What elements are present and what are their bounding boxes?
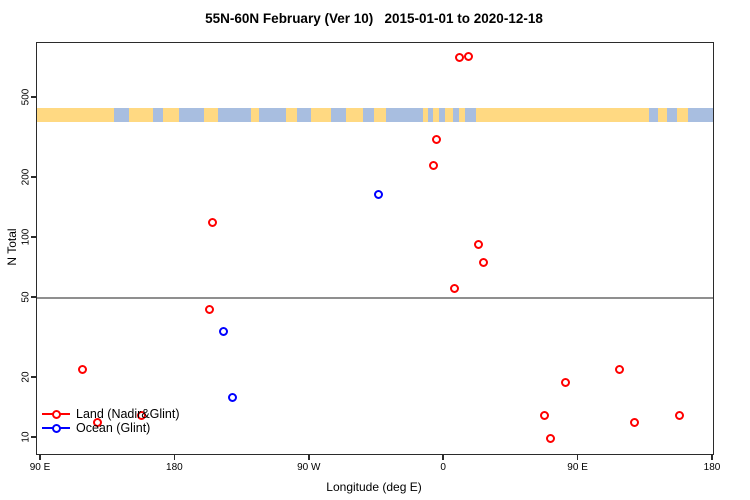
legend-circle-icon	[51, 409, 61, 419]
map-strip-land-segment	[676, 108, 688, 122]
map-strip-ocean-segment	[427, 108, 433, 122]
x-tick-label: 180	[166, 462, 183, 473]
map-strip-land-segment	[310, 108, 331, 122]
plot-area: Land (Nadir&Glint) Ocean (Glint)	[36, 42, 714, 455]
x-tick	[442, 455, 444, 460]
legend-symbol-land	[42, 409, 70, 419]
x-tick-label: 180	[703, 462, 721, 473]
legend-entry-ocean: Ocean (Glint)	[42, 421, 180, 435]
y-tick	[31, 176, 36, 178]
map-strip-ocean-segment	[687, 108, 713, 122]
legend: Land (Nadir&Glint) Ocean (Glint)	[42, 407, 180, 435]
data-point-land	[674, 410, 684, 420]
y-tick	[31, 96, 36, 98]
map-strip-land-segment	[203, 108, 218, 122]
data-point-land	[561, 377, 571, 387]
map-strip-ocean-segment	[296, 108, 311, 122]
map-strip-land-segment	[475, 108, 649, 122]
data-point-ocean	[227, 392, 237, 402]
legend-symbol-ocean	[42, 423, 70, 433]
x-tick	[39, 455, 41, 460]
map-strip-land-segment	[373, 108, 386, 122]
map-strip-ocean-segment	[114, 108, 129, 122]
map-strip-ocean-segment	[362, 108, 374, 122]
data-point-ocean	[373, 190, 383, 199]
data-point-land	[546, 433, 556, 443]
map-strip-ocean-segment	[452, 108, 459, 122]
map-strip-land-segment	[458, 108, 465, 122]
data-point-land	[77, 365, 87, 374]
reference-line-50	[37, 297, 713, 300]
y-tick	[31, 236, 36, 238]
y-tick-label: 500	[20, 88, 32, 106]
y-tick	[31, 296, 36, 298]
legend-entry-land: Land (Nadir&Glint)	[42, 407, 180, 421]
map-strip-land-segment	[422, 108, 428, 122]
x-tick	[711, 455, 713, 460]
y-tick-label: 200	[20, 168, 32, 186]
map-strip-land-segment	[162, 108, 179, 122]
map-strip-land-segment	[657, 108, 667, 122]
x-tick	[308, 455, 310, 460]
x-axis-label: Longitude (deg E)	[326, 480, 422, 494]
data-point-land	[615, 365, 625, 374]
x-tick	[173, 455, 176, 460]
legend-label: Ocean (Glint)	[76, 421, 151, 435]
y-tick-label: 20	[20, 371, 32, 383]
x-tick-label: 0	[440, 462, 446, 473]
data-point-land	[463, 51, 473, 61]
map-strip-ocean-segment	[438, 108, 445, 122]
data-point-land	[205, 304, 215, 314]
map-strip-ocean-segment	[666, 108, 677, 122]
x-tick-label: 90 W	[297, 462, 321, 473]
x-tick-label: 90 E	[567, 462, 588, 473]
map-strip-ocean-segment	[464, 108, 476, 122]
data-point-land	[454, 52, 464, 62]
x-tick	[576, 455, 579, 460]
y-tick-label: 10	[20, 431, 32, 443]
map-strip-land-segment	[444, 108, 453, 122]
data-point-land	[137, 410, 147, 420]
map-strip-land-segment	[345, 108, 363, 122]
chart-title: 55N-60N February (Ver 10) 2015-01-01 to …	[205, 11, 543, 26]
data-point-land	[92, 417, 102, 427]
y-tick-label: 100	[20, 228, 32, 246]
data-point-land	[474, 239, 484, 249]
data-point-land	[208, 217, 218, 227]
map-strip-land-segment	[250, 108, 259, 122]
map-strip-land-segment	[432, 108, 439, 122]
map-strip	[37, 108, 713, 122]
map-strip-land-segment	[37, 108, 114, 122]
y-tick-label: 50	[20, 291, 32, 303]
data-point-land	[630, 417, 640, 427]
map-strip-land-segment	[129, 108, 153, 122]
data-point-land	[432, 135, 442, 145]
map-strip-ocean-segment	[330, 108, 346, 122]
map-strip-ocean-segment	[153, 108, 163, 122]
y-tick	[31, 376, 36, 378]
data-point-land	[429, 161, 439, 171]
map-strip-ocean-segment	[385, 108, 423, 122]
data-point-land	[478, 258, 488, 268]
legend-circle-icon	[51, 423, 61, 433]
y-axis-label: N Total	[5, 228, 19, 266]
data-point-land	[539, 410, 549, 420]
map-strip-ocean-segment	[217, 108, 251, 122]
legend-label: Land (Nadir&Glint)	[76, 407, 180, 421]
map-strip-land-segment	[285, 108, 297, 122]
y-tick	[31, 436, 36, 438]
data-point-ocean	[218, 327, 228, 337]
map-strip-ocean-segment	[178, 108, 204, 122]
map-strip-ocean-segment	[648, 108, 658, 122]
x-tick-label: 90 E	[29, 462, 51, 473]
data-point-land	[450, 283, 460, 293]
map-strip-ocean-segment	[258, 108, 286, 122]
